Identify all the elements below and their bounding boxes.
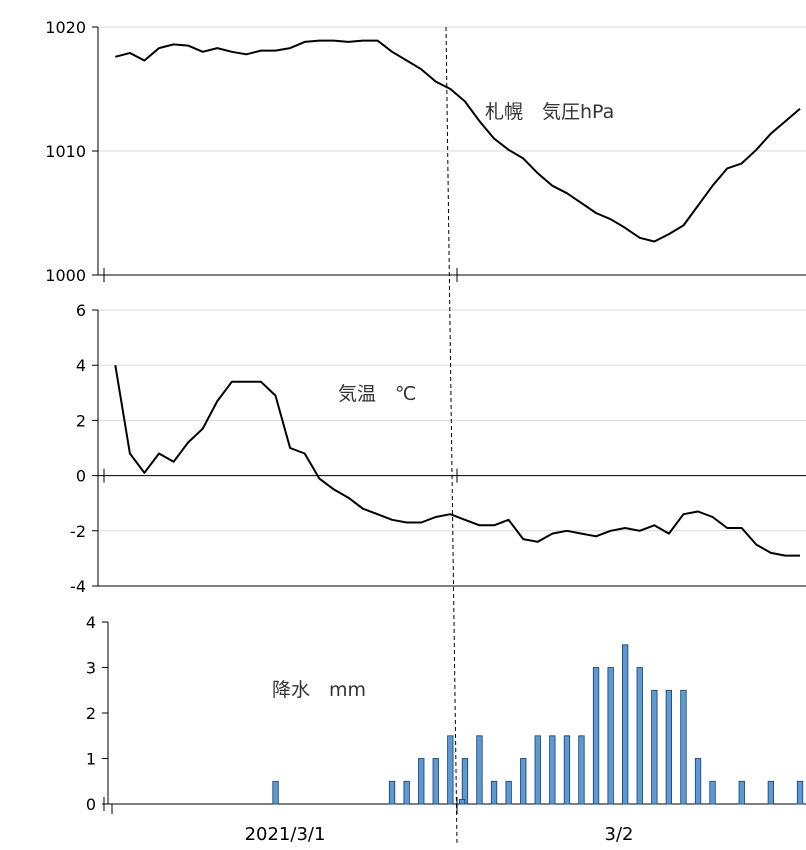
y-tick-label: 3: [86, 659, 96, 678]
panel-title: 降水 mm: [272, 679, 366, 701]
y-tick-label: 1: [86, 750, 96, 769]
y-tick-label: 6: [76, 301, 86, 320]
precip-bar: [458, 799, 466, 805]
precip-bar: [738, 780, 745, 805]
midnight-divider-line: [445, 26, 458, 846]
precip-bar: [709, 780, 716, 805]
y-tick-label: 1000: [45, 266, 86, 285]
precip-bar: [592, 667, 600, 805]
series-line: [115, 39, 801, 243]
precip-bar: [418, 758, 425, 805]
precip-bar: [578, 735, 585, 805]
precip-bar: [461, 758, 469, 805]
y-tick-label: 4: [76, 356, 86, 375]
precip-bar: [520, 758, 527, 805]
y-tick-label: 4: [86, 613, 96, 632]
precip-bar: [665, 689, 672, 805]
y-tick-label: -4: [70, 577, 86, 596]
series-line: [114, 365, 800, 557]
y-tick-label: 2: [76, 411, 86, 430]
precip-bar: [694, 758, 702, 805]
y-tick-label: 2: [86, 704, 96, 723]
date-label-day1: 2021/3/1: [245, 824, 326, 845]
precip-bar: [534, 735, 541, 805]
precip-bar: [622, 644, 629, 805]
precip-bar: [636, 667, 643, 805]
precip-bar: [549, 735, 556, 805]
precip-bar: [388, 780, 396, 805]
precip-bar: [432, 758, 439, 805]
pressure-panel: 1000 1010 1020 札幌 気圧hPa: [45, 18, 806, 285]
precip-bar: [505, 780, 512, 805]
precip-bar: [447, 735, 454, 805]
precip-bar: [476, 735, 483, 805]
precip-bar: [767, 780, 774, 805]
precip-bar: [563, 735, 571, 805]
y-tick-label: 1020: [45, 18, 86, 37]
y-tick-label: -2: [70, 522, 86, 541]
precip-bar: [796, 780, 804, 805]
precip-bar: [272, 780, 279, 805]
precipitation-panel: 0 1 2 3 4 降水 mm: [86, 613, 806, 814]
precip-bar: [680, 689, 687, 805]
precip-bar: [403, 780, 410, 805]
precip-bar: [490, 780, 498, 805]
date-label-day2: 3/2: [605, 824, 634, 845]
panel-title: 札幌 気圧hPa: [485, 101, 614, 123]
panel-title: 気温 ℃: [338, 383, 416, 405]
precip-bar: [607, 667, 614, 805]
y-tick-label: 1010: [45, 142, 86, 161]
y-tick-label: 0: [76, 467, 86, 486]
y-tick-label: 0: [86, 795, 96, 814]
precip-bar: [651, 689, 658, 805]
temperature-panel: -4 -2 0 2 4 6 気温 ℃: [70, 301, 806, 596]
